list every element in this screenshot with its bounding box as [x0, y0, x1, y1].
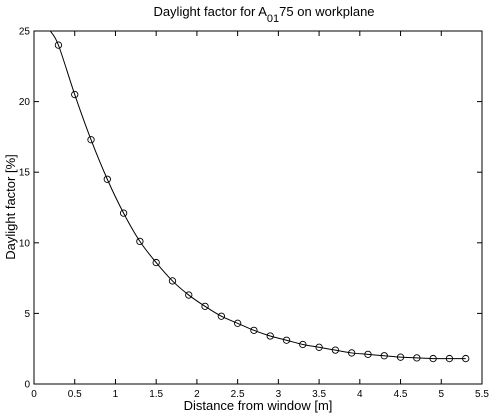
x-tick-label: 3.5: [312, 389, 326, 400]
x-tick-label: 3: [276, 389, 282, 400]
plot-area: [49, 30, 470, 363]
data-point: [380, 352, 388, 360]
x-tick-label: 2.5: [231, 389, 245, 400]
data-point: [168, 277, 177, 285]
y-tick-label: 10: [19, 238, 31, 249]
data-point: [119, 209, 128, 217]
data-point: [429, 354, 437, 363]
y-tick-label: 0: [24, 380, 30, 391]
x-tick-label: 1: [113, 389, 119, 400]
chart-title-prefix: Daylight factor for A: [153, 4, 267, 19]
x-tick-label: 5: [438, 389, 444, 400]
x-tick-label: 5.5: [475, 389, 489, 400]
data-point: [250, 326, 258, 334]
chart-title: Daylight factor for A0175 on workplane: [153, 4, 374, 25]
data-point: [299, 340, 307, 349]
x-tick-label: 1.5: [149, 389, 163, 400]
x-tick-label: 0.5: [68, 389, 82, 400]
data-point: [331, 346, 340, 354]
data-point: [217, 312, 225, 320]
data-point: [152, 258, 160, 267]
series-line: [49, 30, 466, 360]
chart-title-subscript: 01: [267, 13, 279, 25]
data-point: [103, 175, 111, 183]
data-point: [54, 41, 63, 49]
y-axis: 0 5 10 15 20 25: [19, 27, 482, 391]
data-point: [201, 302, 209, 310]
y-tick-label: 20: [19, 97, 31, 108]
x-tick-label: 4.5: [394, 389, 408, 400]
data-point: [266, 332, 274, 340]
y-tick-label: 25: [19, 27, 31, 38]
data-point: [71, 90, 79, 99]
data-point: [364, 350, 372, 358]
y-tick-label: 15: [19, 168, 31, 179]
x-tick-label: 2: [194, 389, 200, 400]
data-point: [233, 319, 242, 327]
data-point: [87, 136, 95, 144]
x-tick-label: 4: [357, 389, 363, 400]
plot-frame: [33, 30, 483, 385]
y-tick-label: 5: [24, 309, 30, 320]
x-axis-title: Distance from window [m]: [184, 398, 333, 413]
data-point: [282, 336, 291, 344]
data-point: [445, 354, 454, 363]
data-point: [315, 343, 323, 351]
x-axis: 0 0.5 1 1.5 2 2.5 3 3.5 4 4.5 5 5.5: [31, 31, 489, 400]
x-tick-label: 0: [31, 389, 37, 400]
data-point: [462, 354, 470, 363]
chart-title-suffix: 75 on workplane: [279, 4, 374, 19]
y-axis-title: Daylight factor [%]: [3, 154, 18, 260]
data-point: [348, 349, 356, 357]
data-point: [136, 237, 144, 246]
data-point: [396, 353, 405, 361]
data-point: [413, 354, 421, 362]
data-point: [185, 291, 193, 299]
